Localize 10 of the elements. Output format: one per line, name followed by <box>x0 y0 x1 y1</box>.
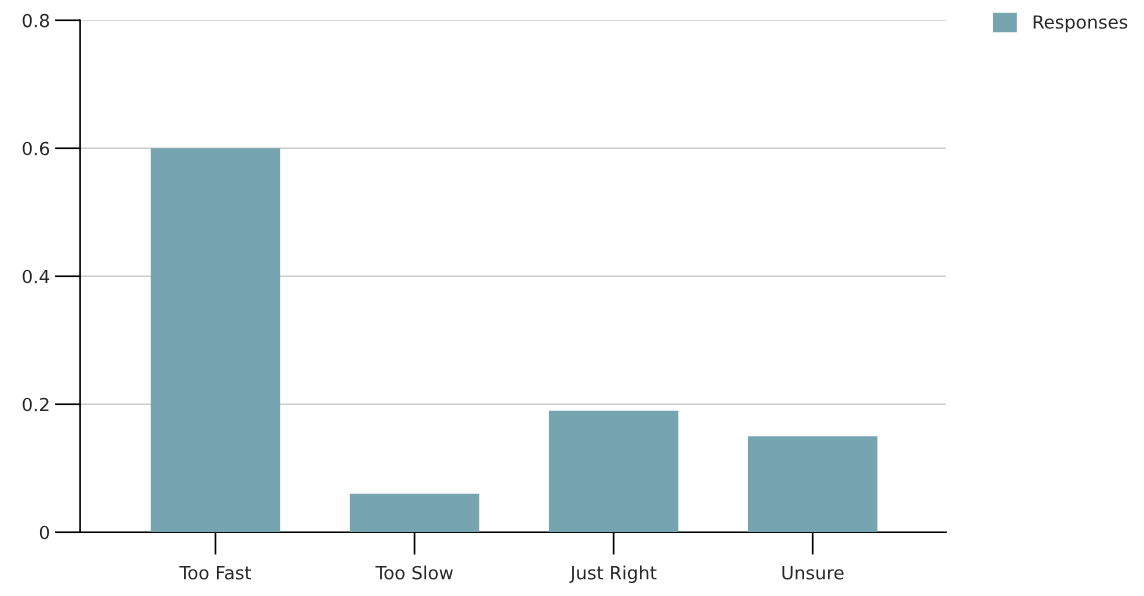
x-tick-label: Too Fast <box>179 566 252 580</box>
x-tick-label: Unsure <box>782 566 844 580</box>
y-tick-label: 0.6 <box>22 141 50 156</box>
y-tick-label: 0.2 <box>22 397 49 412</box>
y-tick-label: 0.4 <box>22 269 50 284</box>
x-tick-label: Too Slow <box>375 565 453 580</box>
y-tick-label: 0.8 <box>22 13 49 28</box>
y-tick-label: 0 <box>39 525 50 540</box>
x-tick-label: Just Right <box>569 565 657 584</box>
legend-label: Responses <box>1033 15 1128 33</box>
